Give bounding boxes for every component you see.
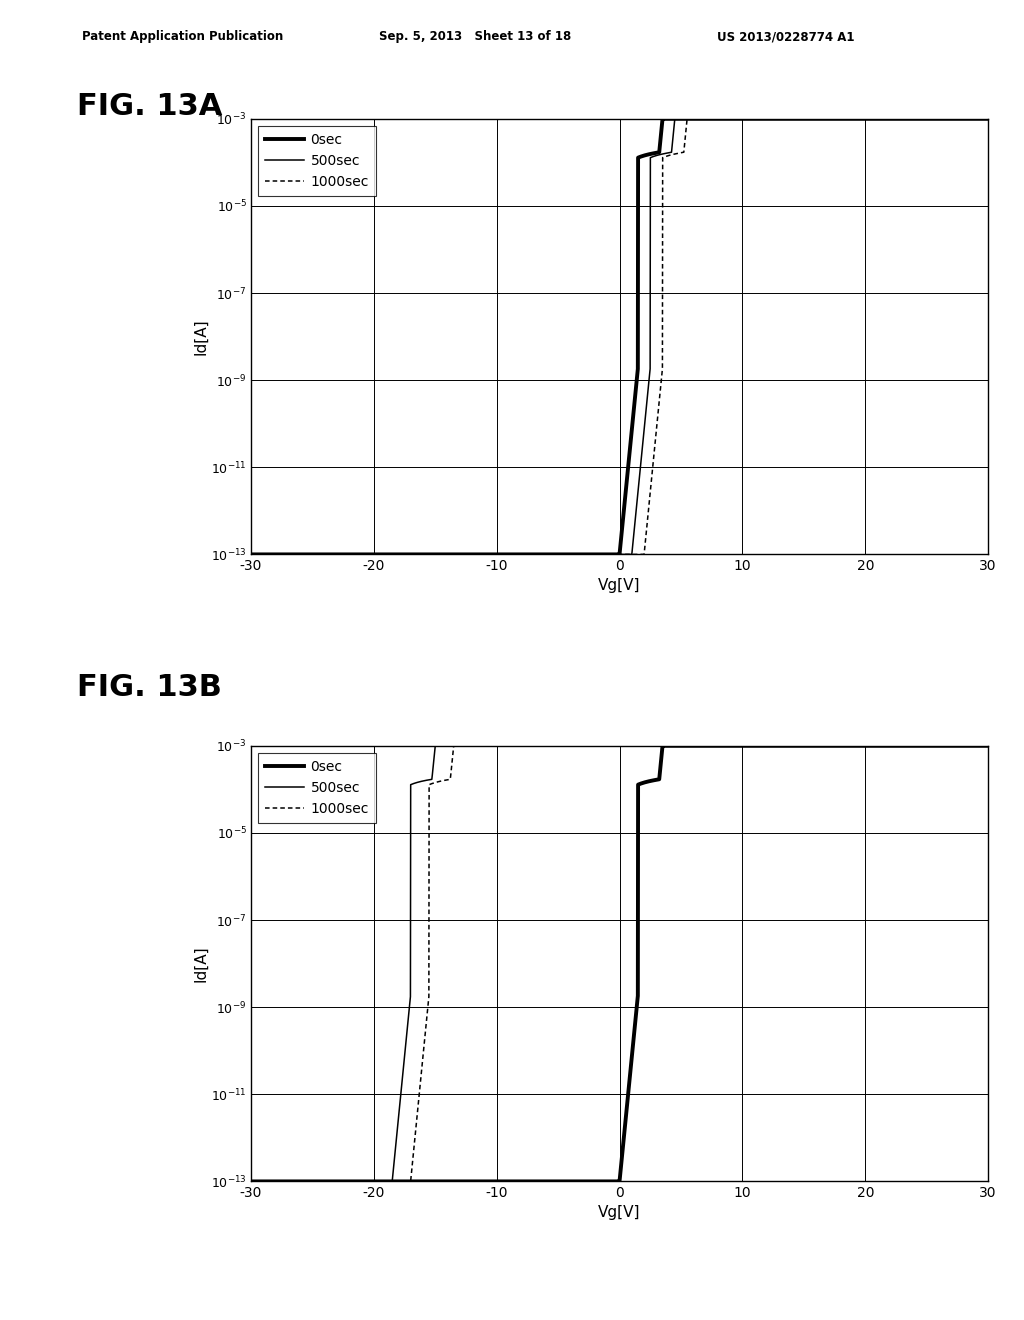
0sec xyxy=(559,1173,571,1189)
Line: 0sec: 0sec xyxy=(251,746,988,1181)
1000sec xyxy=(527,546,540,562)
0sec xyxy=(373,546,385,562)
1000sec xyxy=(527,738,540,754)
0sec xyxy=(245,1173,257,1189)
500sec xyxy=(527,738,540,754)
Text: FIG. 13A: FIG. 13A xyxy=(77,92,222,121)
500sec xyxy=(968,738,980,754)
1000sec xyxy=(329,1173,341,1189)
Legend: 0sec, 500sec, 1000sec: 0sec, 500sec, 1000sec xyxy=(258,125,376,195)
0sec xyxy=(656,111,669,127)
Line: 500sec: 500sec xyxy=(251,746,988,1181)
0sec xyxy=(245,546,257,562)
0sec xyxy=(527,546,540,562)
X-axis label: Vg[V]: Vg[V] xyxy=(598,1205,641,1220)
Text: FIG. 13B: FIG. 13B xyxy=(77,673,221,702)
500sec xyxy=(245,546,257,562)
1000sec xyxy=(982,738,994,754)
0sec xyxy=(968,111,980,127)
500sec xyxy=(527,546,540,562)
1000sec xyxy=(560,738,572,754)
1000sec xyxy=(329,546,341,562)
0sec xyxy=(968,738,980,754)
Y-axis label: Id[A]: Id[A] xyxy=(194,945,208,982)
Line: 0sec: 0sec xyxy=(251,119,988,554)
1000sec xyxy=(373,546,385,562)
0sec xyxy=(373,1173,385,1189)
Y-axis label: Id[A]: Id[A] xyxy=(194,318,208,355)
1000sec xyxy=(681,111,693,127)
500sec xyxy=(329,546,341,562)
1000sec xyxy=(373,1173,385,1189)
500sec xyxy=(373,546,385,562)
500sec xyxy=(429,738,441,754)
500sec xyxy=(982,111,994,127)
500sec xyxy=(982,738,994,754)
500sec xyxy=(560,738,572,754)
Text: US 2013/0228774 A1: US 2013/0228774 A1 xyxy=(717,30,854,44)
500sec xyxy=(373,1173,385,1189)
0sec xyxy=(982,738,994,754)
Text: Sep. 5, 2013   Sheet 13 of 18: Sep. 5, 2013 Sheet 13 of 18 xyxy=(379,30,571,44)
1000sec xyxy=(559,546,571,562)
1000sec xyxy=(889,738,901,754)
Line: 1000sec: 1000sec xyxy=(251,746,988,1181)
0sec xyxy=(889,738,901,754)
Line: 500sec: 500sec xyxy=(251,119,988,554)
0sec xyxy=(656,738,669,754)
500sec xyxy=(669,111,681,127)
500sec xyxy=(329,1173,341,1189)
500sec xyxy=(889,111,901,127)
Text: Patent Application Publication: Patent Application Publication xyxy=(82,30,284,44)
0sec xyxy=(329,546,341,562)
1000sec xyxy=(245,546,257,562)
500sec xyxy=(968,111,980,127)
0sec xyxy=(527,1173,540,1189)
X-axis label: Vg[V]: Vg[V] xyxy=(598,578,641,593)
1000sec xyxy=(447,738,460,754)
Legend: 0sec, 500sec, 1000sec: 0sec, 500sec, 1000sec xyxy=(258,752,376,822)
1000sec xyxy=(982,111,994,127)
0sec xyxy=(329,1173,341,1189)
500sec xyxy=(889,738,901,754)
1000sec xyxy=(968,738,980,754)
500sec xyxy=(559,546,571,562)
1000sec xyxy=(889,111,901,127)
0sec xyxy=(982,111,994,127)
500sec xyxy=(245,1173,257,1189)
Line: 1000sec: 1000sec xyxy=(251,119,988,554)
1000sec xyxy=(245,1173,257,1189)
1000sec xyxy=(968,111,980,127)
0sec xyxy=(889,111,901,127)
0sec xyxy=(559,546,571,562)
